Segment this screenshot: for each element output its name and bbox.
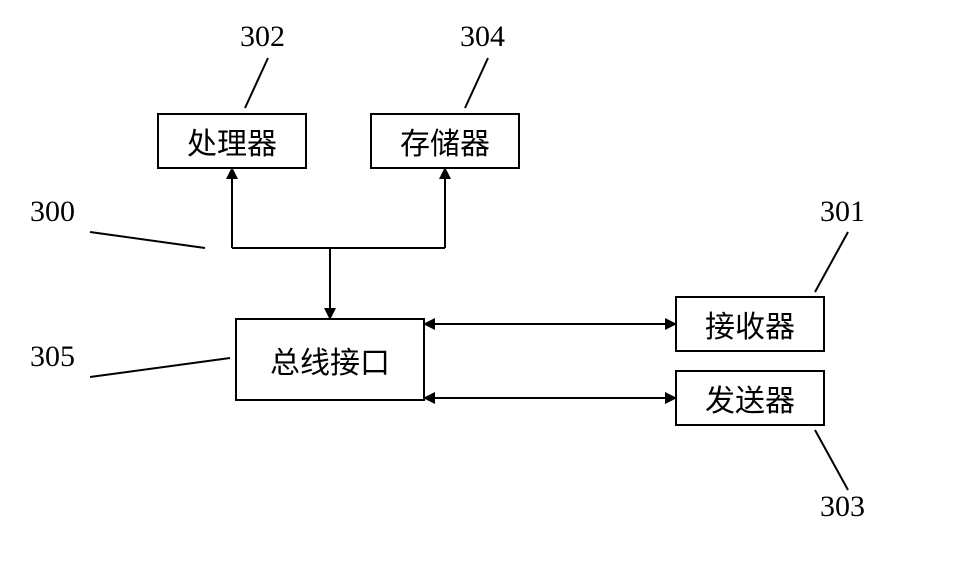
label-302: 302 — [240, 20, 285, 54]
label-304: 304 — [460, 20, 505, 54]
sender-box: 发送器 — [675, 370, 825, 426]
edges-layer — [0, 0, 955, 573]
diagram-canvas: 处理器 存储器 总线接口 接收器 发送器 302 304 300 305 301… — [0, 0, 955, 573]
label-300: 300 — [30, 195, 75, 229]
memory-box: 存储器 — [370, 113, 520, 169]
receiver-label: 接收器 — [705, 302, 795, 346]
bus-label: 总线接口 — [270, 338, 390, 382]
label-305: 305 — [30, 340, 75, 374]
processor-label: 处理器 — [187, 119, 277, 163]
sender-label: 发送器 — [705, 376, 795, 420]
label-303: 303 — [820, 490, 865, 524]
bus-box: 总线接口 — [235, 318, 425, 401]
label-301: 301 — [820, 195, 865, 229]
receiver-box: 接收器 — [675, 296, 825, 352]
memory-label: 存储器 — [400, 119, 490, 163]
processor-box: 处理器 — [157, 113, 307, 169]
